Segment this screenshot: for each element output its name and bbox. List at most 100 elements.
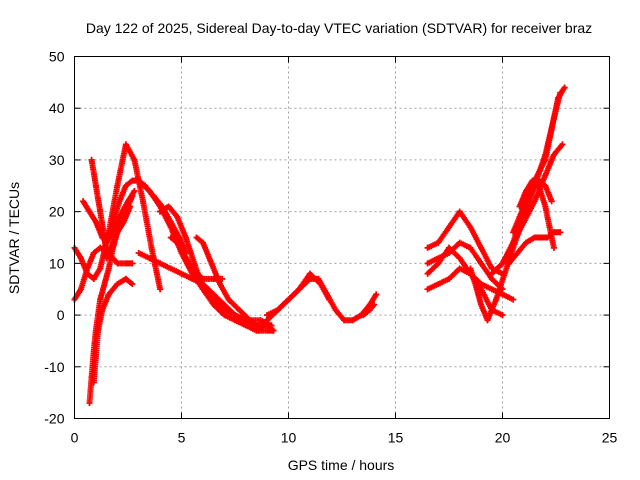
data-point (92, 182, 99, 189)
data-point (473, 286, 480, 293)
grid (74, 56, 610, 419)
data-point (561, 84, 568, 91)
x-tick-label: 5 (178, 430, 186, 446)
data-point (105, 291, 112, 298)
data-point (199, 239, 206, 246)
data-point (467, 224, 474, 231)
data-point (306, 270, 313, 277)
data-point (199, 275, 206, 282)
y-tick-label: 0 (57, 307, 65, 323)
data-point (523, 239, 529, 246)
series-arc4 (90, 275, 136, 386)
data-point (114, 281, 121, 287)
data-point (114, 260, 121, 267)
series-arc10 (157, 203, 277, 334)
data-point (488, 286, 495, 293)
y-tick-label: 10 (49, 255, 65, 271)
data-point (103, 239, 110, 246)
data-point (424, 244, 431, 251)
data-point (424, 286, 431, 293)
data-point (253, 322, 260, 329)
data-point (131, 156, 138, 163)
data-point (488, 275, 495, 282)
y-tick-label: -10 (44, 359, 64, 375)
data-point (332, 306, 339, 313)
data-point (548, 125, 555, 132)
data-point (165, 203, 172, 210)
data-point (122, 141, 129, 148)
data-point (555, 94, 562, 101)
y-axis-label: SDTVAR / TECUs (6, 182, 22, 294)
data-point (366, 306, 373, 313)
data-point (157, 260, 164, 267)
data-point (285, 296, 292, 303)
data-point (114, 182, 121, 189)
data-point (105, 265, 112, 272)
data-point (189, 265, 196, 272)
data-point (542, 182, 549, 189)
data-point (116, 198, 123, 205)
data-point (208, 260, 215, 267)
data-point (103, 255, 110, 262)
data-point (349, 317, 356, 324)
data-point (296, 286, 303, 293)
axes: 0 5 10 15 20 25 -20 -10 0 10 20 30 40 50 (44, 49, 617, 446)
data-point (478, 244, 485, 251)
data-point (257, 317, 264, 324)
plot-frame (74, 56, 610, 419)
data-point (157, 208, 164, 215)
data-point (456, 208, 463, 215)
data-point (510, 229, 517, 236)
data-point (193, 234, 200, 241)
data-point (167, 234, 174, 241)
data-point (97, 296, 104, 303)
series-arc26 (510, 177, 555, 236)
data-point (516, 213, 523, 220)
data-point (557, 229, 564, 236)
data-point (189, 275, 196, 282)
data-point (88, 156, 95, 163)
data-point (236, 306, 243, 313)
data-point (129, 260, 136, 267)
data-point (446, 275, 452, 282)
data-point (129, 177, 136, 184)
data-point (529, 188, 536, 194)
data-point (510, 239, 517, 246)
data-point (456, 265, 463, 272)
data-point (210, 291, 217, 298)
data-point-markers (135, 177, 277, 334)
data-point (217, 281, 223, 287)
x-axis-label: GPS time / hours (288, 457, 395, 473)
data-point (523, 198, 529, 205)
data-point (373, 291, 380, 298)
data-point (131, 188, 138, 194)
data-point (456, 255, 463, 262)
data-point (140, 198, 146, 205)
data-point (435, 281, 442, 287)
x-tick-label: 25 (602, 430, 618, 446)
data-point (86, 400, 93, 406)
data-point (174, 239, 181, 246)
data-point (92, 219, 99, 225)
x-tick-label: 15 (388, 430, 404, 446)
data-point (270, 327, 277, 334)
data-point (550, 244, 557, 251)
data-point (120, 219, 127, 225)
series-arc12 (193, 234, 275, 329)
data-point (499, 260, 506, 267)
data-point (80, 198, 87, 205)
data-point (122, 182, 129, 189)
data-point (242, 322, 249, 329)
data-point (467, 265, 474, 272)
data-point (199, 286, 206, 293)
data-point (180, 250, 187, 256)
series-arc6 (88, 156, 134, 262)
data-points (71, 84, 568, 406)
x-tick-label: 10 (281, 430, 297, 446)
data-point (446, 224, 452, 231)
data-point (550, 151, 557, 158)
data-point (107, 244, 114, 251)
data-point (493, 296, 500, 303)
data-point (77, 255, 84, 262)
